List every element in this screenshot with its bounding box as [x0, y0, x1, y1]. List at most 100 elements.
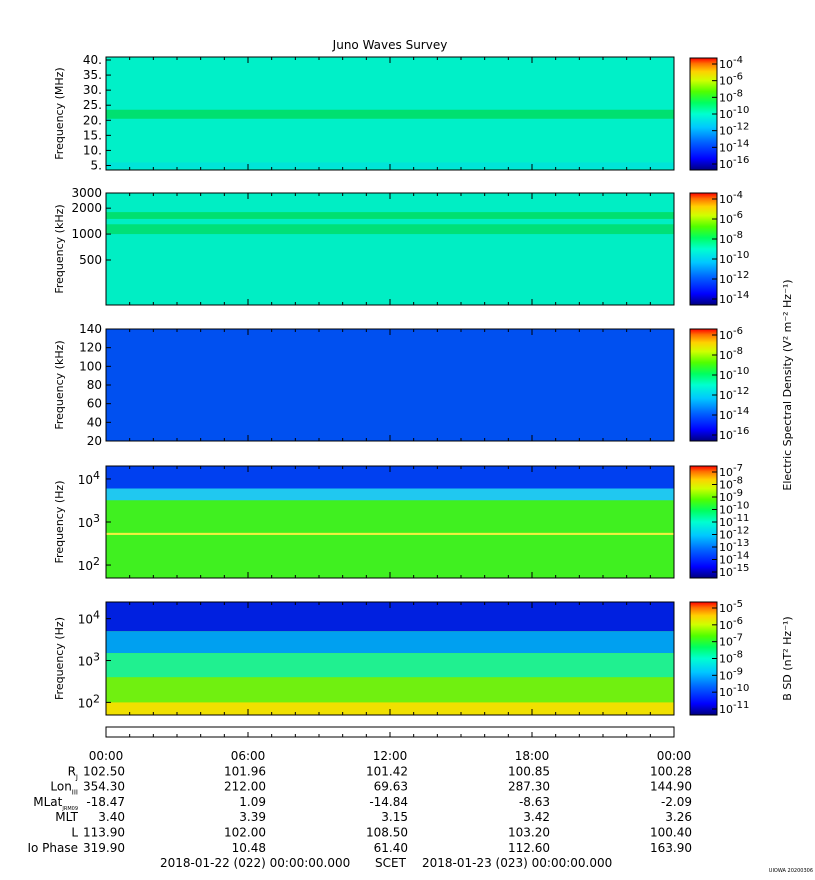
colorbar-label: B SD (nT² Hz⁻¹)	[781, 616, 794, 700]
colorbar-tick-label: 10-12	[719, 270, 749, 286]
y-axis-label: Frequency (Hz)	[53, 617, 66, 700]
colorbar-tick-label: 10-6	[719, 210, 743, 226]
footer: 2018-01-22 (022) 00:00:00.000 SCET 2018-…	[160, 856, 813, 874]
colorbar-tick-label: 10-14	[719, 290, 749, 306]
colorbar-tick-label: 10-9	[719, 666, 743, 682]
y-tick-label: 30.	[83, 83, 102, 97]
colorbar-tick-label: 10-6	[719, 326, 743, 342]
ephemeris-value: 287.30	[508, 780, 550, 794]
y-tick-label: 5.	[91, 158, 102, 172]
spectrogram-lfrhi	[106, 329, 674, 441]
y-tick-label: 20	[87, 434, 102, 448]
colorbar-tick-label: 10-10	[719, 683, 749, 699]
ephemeris-value: -18.47	[86, 795, 125, 809]
panel-hfwbr: 40.35.30.25.20.15.10.5. Frequency (MHz) 10…	[53, 53, 749, 172]
ephemeris-value: 1.09	[239, 795, 266, 809]
ephemeris-value: 144.90	[650, 780, 692, 794]
y-tick-label: 140	[79, 322, 102, 336]
ephemeris-value: -2.09	[661, 795, 692, 809]
ephemeris-value: 3.15	[381, 810, 408, 824]
footer-end-time: 2018-01-23 (023) 00:00:00.000	[422, 856, 612, 870]
time-tick-label: 18:00	[515, 749, 550, 763]
ephemeris-value: 212.00	[224, 780, 266, 794]
colorbar-tick-label: 10-16	[719, 426, 749, 442]
y-tick-label: 500	[79, 253, 102, 267]
y-tick-label: 35.	[83, 68, 102, 82]
y-tick-label: 80	[87, 378, 102, 392]
ephemeris-value: 3.42	[523, 810, 550, 824]
colorbar-tick-label: 10-11	[719, 513, 749, 529]
ephemeris-row-label: MLatJRM09	[33, 795, 78, 812]
colorbar-tick-label: 10-8	[719, 476, 743, 492]
ephemeris-value: 102.00	[224, 826, 266, 840]
spectral-band	[106, 631, 674, 654]
colorbar-tick-label: 10-4	[719, 190, 743, 206]
ephemeris-value: -8.63	[519, 795, 550, 809]
colorbar-tick-label: 10-5	[719, 599, 743, 615]
spectral-band	[106, 212, 674, 219]
ephemeris-value: 102.50	[83, 764, 125, 778]
spectral-band	[106, 224, 674, 235]
colorbar-tick-label: 10-14	[719, 551, 749, 567]
colorbar-tick-label: 10-14	[719, 406, 749, 422]
colorbar-lfrhi	[690, 329, 717, 441]
y-axis-label: Frequency (MHz)	[53, 67, 66, 159]
panel-lfrlo: 104 103 102 Frequency (Hz) 10-710-810-910-10…	[53, 463, 749, 579]
ephemeris-value: 108.50	[366, 826, 408, 840]
spectral-band	[106, 653, 674, 678]
colorbar-label: Electric Spectral Density (V² m⁻² Hz⁻¹)	[781, 279, 794, 490]
colorbar-tick-label: 10-8	[719, 88, 743, 104]
colorbar-tick-label: 10-8	[719, 346, 743, 362]
y-tick-label: 100	[79, 359, 102, 373]
y-tick-label: 3000	[71, 186, 102, 200]
ephemeris-value: 3.40	[98, 810, 125, 824]
colorbar-tick-label: 10-9	[719, 488, 743, 504]
colorbar-tick-label: 10-12	[719, 526, 749, 542]
colorbar-tick-label: 10-12	[719, 122, 749, 138]
ephemeris-value: 163.90	[650, 841, 692, 855]
colorbar-tick-label: 10-16	[719, 155, 749, 171]
footer-start-time: 2018-01-22 (022) 00:00:00.000	[160, 856, 350, 870]
y-tick-label: 10.	[83, 143, 102, 157]
ephemeris-value: 101.42	[366, 764, 408, 778]
y-tick-label: 60	[87, 397, 102, 411]
y-axis-label: Frequency (kHz)	[53, 340, 66, 429]
ephemeris-row-label: MLT	[55, 810, 78, 824]
ephemeris-value: -14.84	[369, 795, 408, 809]
colorbar-tick-label: 10-7	[719, 633, 743, 649]
colorbar-tick-label: 10-10	[719, 105, 749, 121]
colorbar-tick-label: 10-10	[719, 366, 749, 382]
y-tick-label: 104	[78, 609, 100, 627]
time-tick-label: 12:00	[373, 749, 408, 763]
ephemeris-value: 100.40	[650, 826, 692, 840]
ephemeris-value: 103.20	[508, 826, 550, 840]
ephemeris-row-label: LonIII	[50, 780, 78, 797]
time-tick-label: 00:00	[657, 749, 692, 763]
colorbar-tick-label: 10-10	[719, 501, 749, 517]
time-tick-label: 00:00	[89, 749, 124, 763]
ephemeris-row-label: L	[71, 826, 78, 840]
time-tick-label: 06:00	[231, 749, 266, 763]
y-tick-label: 103	[78, 512, 100, 530]
colorbar-tick-label: 10-4	[719, 55, 743, 71]
y-tick-label: 25.	[83, 98, 102, 112]
time-axis	[105, 726, 675, 738]
colorbar-tick-label: 10-13	[719, 538, 749, 554]
ephemeris-row-label: Io Phase	[27, 841, 78, 855]
ephemeris-value: 113.90	[83, 826, 125, 840]
ephemeris-value: 112.60	[508, 841, 550, 855]
y-tick-label: 40	[87, 415, 102, 429]
ephemeris-value: 69.63	[374, 780, 408, 794]
colorbar-tick-label: 10-6	[719, 616, 743, 632]
spectrogram-panels: 40.35.30.25.20.15.10.5. Frequency (MHz) 10…	[53, 53, 794, 716]
colorbar-tick-label: 10-7	[719, 463, 743, 479]
colorbar-tick-label: 10-10	[719, 250, 749, 266]
colorbar-tick-label: 10-14	[719, 138, 749, 154]
y-axis-label: Frequency (kHz)	[53, 204, 66, 293]
colorbar-tick-label: 10-8	[719, 650, 743, 666]
ephemeris-value: 3.39	[239, 810, 266, 824]
y-tick-label: 104	[78, 469, 100, 487]
ephemeris-row-label: RJ	[68, 764, 78, 781]
